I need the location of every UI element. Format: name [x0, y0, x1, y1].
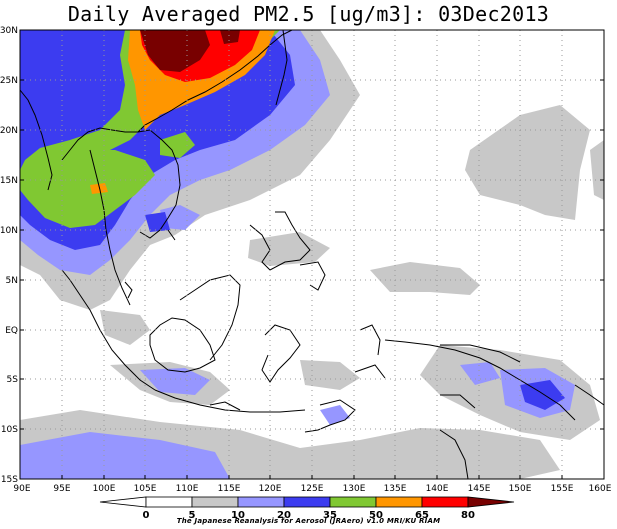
- lat-label: 10N: [0, 226, 18, 236]
- lon-label: 155E: [551, 484, 574, 494]
- latitude-labels: 30N 25N 20N 15N 10N 5N EQ 5S 10S 15S: [0, 26, 18, 485]
- colorbar-label: 50: [369, 510, 383, 521]
- lat-label: 5N: [6, 276, 18, 286]
- lon-label: 160E: [589, 484, 612, 494]
- credit-line: The Japanese Reanalysis for Aerosol (JRA…: [176, 517, 441, 525]
- colorbar: 0 5 10 20 35 50 65 80: [99, 496, 515, 521]
- colorbar-segment: [329, 496, 377, 508]
- colorbar-label: 0: [143, 510, 150, 521]
- lon-label: 120E: [259, 484, 282, 494]
- colorbar-segment: [99, 496, 147, 508]
- lat-label: 10S: [1, 425, 18, 435]
- lon-label: 130E: [343, 484, 366, 494]
- lon-label: 135E: [384, 484, 407, 494]
- colorbar-segment: [375, 496, 423, 508]
- map-area: [19, 29, 605, 480]
- lat-label: 15S: [1, 475, 18, 485]
- pm25-contours: [20, 30, 604, 479]
- map-title: Daily Averaged PM2.5 [ug/m3]: 03Dec2013: [67, 2, 550, 26]
- lat-label: 20N: [0, 126, 18, 136]
- lon-label: 150E: [509, 484, 532, 494]
- longitude-labels: 90E 95E 100E 105E 110E 115E 120E 125E 13…: [13, 484, 611, 494]
- colorbar-label: 80: [461, 510, 475, 521]
- colorbar-label: 20: [277, 510, 291, 521]
- colorbar-label: 65: [415, 510, 429, 521]
- lon-label: 95E: [53, 484, 70, 494]
- colorbar-segment: [191, 496, 239, 508]
- lon-label: 125E: [301, 484, 324, 494]
- lat-label: 15N: [0, 176, 18, 186]
- lon-label: 100E: [93, 484, 116, 494]
- axis-ticks: [20, 79, 604, 479]
- colorbar-label: 35: [323, 510, 337, 521]
- lat-label: EQ: [5, 326, 18, 336]
- colorbar-label: 5: [189, 510, 196, 521]
- colorbar-segment: [467, 496, 515, 508]
- colorbar-segment: [421, 496, 469, 508]
- colorbar-label: 10: [231, 510, 245, 521]
- lon-label: 110E: [176, 484, 199, 494]
- lon-label: 140E: [426, 484, 449, 494]
- lon-label: 115E: [218, 484, 241, 494]
- lon-label: 145E: [468, 484, 491, 494]
- lat-label: 30N: [0, 26, 18, 36]
- colorbar-segment: [145, 496, 193, 508]
- colorbar-segment: [237, 496, 285, 508]
- lat-label: 25N: [0, 76, 18, 86]
- lon-label: 105E: [134, 484, 157, 494]
- lat-label: 5S: [7, 375, 19, 385]
- colorbar-segment: [283, 496, 331, 508]
- lon-label: 90E: [13, 484, 30, 494]
